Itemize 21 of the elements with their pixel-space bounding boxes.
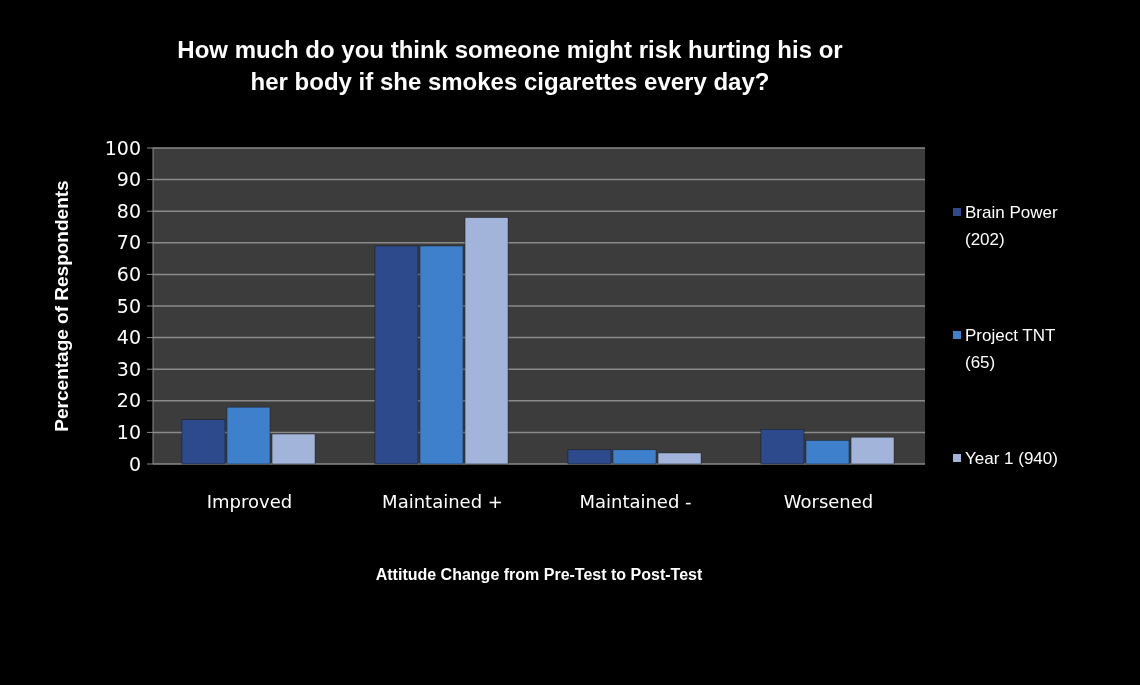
y-tick-label: 10 — [116, 421, 141, 444]
y-tick-label: 100 — [104, 136, 141, 159]
y-tick-label: 50 — [116, 294, 141, 317]
y-tick-label: 30 — [116, 357, 141, 380]
x-tick-label: Worsened — [783, 491, 874, 512]
legend-label: Year 1 (940) — [965, 449, 1058, 468]
y-tick-label: 60 — [116, 263, 141, 286]
chart-title: How much do you think someone might risk hurting his or her body if she smokes cigarettes every day? — [177, 36, 843, 95]
legend-label: Brain Power (202) — [965, 203, 1058, 249]
y-tick-label: 0 — [128, 452, 141, 475]
y-tick-label: 40 — [116, 326, 141, 349]
legend-label: Project TNT (65) — [965, 326, 1056, 372]
x-tick-label: Maintained - — [579, 491, 692, 512]
y-tick-label: 80 — [116, 199, 141, 222]
y-tick-label: 70 — [116, 231, 141, 254]
y-axis-title: Percentage of Respondents — [51, 180, 72, 432]
x-tick-label: Improved — [206, 491, 293, 512]
y-tick-label: 90 — [116, 168, 141, 191]
x-tick-label: Maintained + — [382, 491, 503, 512]
x-axis-title: Attitude Change from Pre-Test to Post-Test — [375, 566, 703, 583]
y-tick-label: 20 — [116, 389, 141, 412]
